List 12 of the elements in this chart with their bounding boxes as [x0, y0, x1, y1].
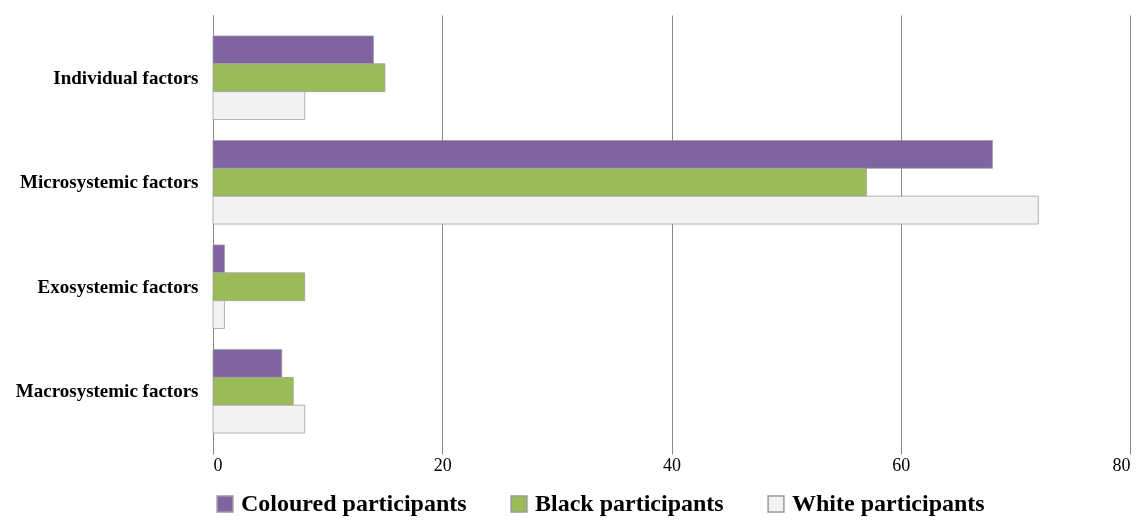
legend-label: Coloured participants	[241, 490, 467, 516]
x-tick-label: 40	[663, 454, 681, 475]
x-tick-label: 20	[433, 454, 452, 475]
legend-label: White participants	[792, 490, 985, 516]
y-tick-label: Exosystemic factors	[37, 275, 199, 297]
y-tick-label: Macrosystemic factors	[15, 380, 199, 402]
x-tick-label: 0	[213, 454, 223, 475]
y-tick-label: Microsystemic factors	[20, 171, 199, 193]
y-tick-label: Individual factors	[53, 66, 199, 88]
x-tick-label: 60	[892, 454, 911, 475]
x-tick-label: 80	[1112, 454, 1131, 475]
legend-label: Black participants	[535, 490, 724, 516]
